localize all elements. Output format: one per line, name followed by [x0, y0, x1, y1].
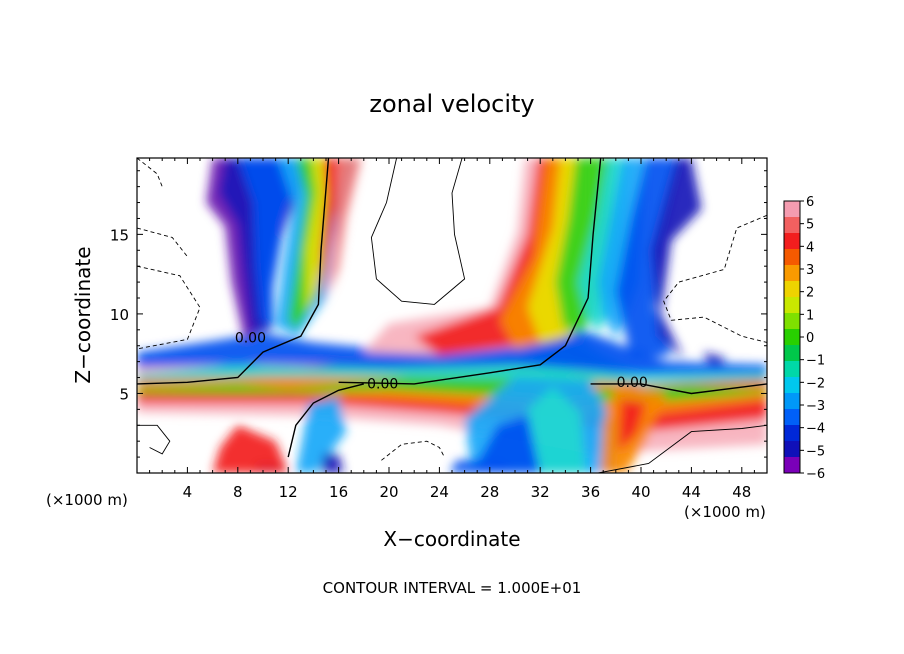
- colorbar-tick-label: −1: [806, 354, 825, 369]
- x-unit-left: (×1000 m): [46, 491, 128, 509]
- velocity-band: [618, 399, 646, 451]
- velocity-band: [704, 352, 727, 365]
- colorbar-swatch: [784, 313, 800, 330]
- contour-labels: 0.00 0.00 0.00: [235, 331, 648, 393]
- colorbar-swatch: [784, 409, 800, 426]
- x-tick-label: 48: [732, 483, 751, 501]
- colorbar-tick-label: −2: [806, 376, 825, 391]
- velocity-band: [295, 396, 347, 473]
- x-unit-right: (×1000 m): [684, 503, 766, 521]
- x-tick-label: 36: [581, 483, 600, 501]
- contour-line: [370, 158, 466, 305]
- colorbar-tick-label: −3: [806, 399, 825, 414]
- colorbar-swatch: [784, 425, 800, 442]
- colorbar-swatch: [784, 281, 800, 298]
- velocity-band: [237, 158, 301, 330]
- contour-line: [381, 440, 445, 461]
- colorbar-tick-label: 5: [806, 218, 814, 233]
- contour-interval-note: CONTOUR INTERVAL = 1.000E+01: [323, 579, 582, 597]
- x-tick-label: 16: [329, 483, 348, 501]
- colorbar-swatch: [784, 201, 800, 218]
- velocity-band: [321, 453, 344, 473]
- y-tick-label: 5: [119, 385, 129, 403]
- x-axis-label: X−coordinate: [383, 527, 520, 551]
- colorbar: 6 5 4 3 2 1 0 −1 −2 −3 −4 −5 −6: [783, 195, 825, 482]
- contour-line: [663, 214, 767, 343]
- colorbar-tick-label: −4: [806, 422, 825, 437]
- colorbar-tick-label: 1: [806, 308, 814, 323]
- colorbar-swatch: [784, 233, 800, 250]
- chart-title: zonal velocity: [369, 90, 534, 118]
- colorbar-tick-label: 4: [806, 240, 814, 255]
- y-tick-label: 15: [110, 226, 129, 244]
- colorbar-tick-label: 2: [806, 286, 814, 301]
- velocity-band: [137, 364, 767, 403]
- velocity-band: [212, 425, 289, 473]
- colorbar-swatch: [784, 265, 800, 282]
- x-tick-label: 28: [480, 483, 499, 501]
- contour-label: 0.00: [235, 331, 266, 347]
- x-tick-label: 32: [531, 483, 550, 501]
- colorbar-swatch: [784, 329, 800, 346]
- colorbar-swatch: [784, 393, 800, 410]
- velocity-band: [527, 387, 586, 473]
- velocity-band: [651, 158, 702, 359]
- contour-line: [137, 424, 171, 455]
- y-tick-label: 10: [110, 306, 129, 324]
- colorbar-swatch: [784, 377, 800, 394]
- x-tick-label: 12: [279, 483, 298, 501]
- contour-line: [338, 158, 602, 385]
- colorbar-tick-label: 6: [806, 195, 814, 210]
- contour-label: 0.00: [367, 377, 398, 393]
- contour-line: [590, 383, 767, 395]
- colorbar-tick-label: −6: [806, 467, 825, 482]
- velocity-band: [321, 158, 347, 305]
- colorbar-swatch: [784, 217, 800, 234]
- velocity-band: [449, 460, 515, 473]
- contour-line: [137, 158, 330, 385]
- velocity-band: [598, 158, 646, 340]
- colorbar-swatch: [784, 441, 800, 458]
- contour-line: [137, 227, 188, 257]
- contour-line: [137, 158, 163, 187]
- colorbar-swatch: [784, 457, 800, 474]
- contour-line: [137, 265, 201, 350]
- x-tick-label: 20: [379, 483, 398, 501]
- colorbar-swatch: [784, 361, 800, 378]
- contour-lines: [137, 158, 767, 473]
- colorbar-tick-label: 0: [806, 331, 814, 346]
- colorbar-swatch: [784, 345, 800, 362]
- velocity-field: [137, 158, 767, 473]
- contour-label: 0.00: [617, 375, 648, 391]
- x-tick-label: 8: [233, 483, 243, 501]
- velocity-band: [472, 415, 541, 473]
- colorbar-swatch: [784, 297, 800, 314]
- x-tick-label: 24: [430, 483, 449, 501]
- velocity-band: [328, 158, 362, 295]
- x-tick-label: 4: [183, 483, 193, 501]
- x-tick-label: 44: [682, 483, 701, 501]
- contour-line: [287, 383, 364, 458]
- colorbar-tick-label: −5: [806, 444, 825, 459]
- x-tick-label: 40: [631, 483, 650, 501]
- colorbar-swatch: [784, 249, 800, 266]
- contour-line: [598, 424, 767, 473]
- colorbar-tick-label: 3: [806, 263, 814, 278]
- y-axis-label: Z−coordinate: [71, 246, 95, 383]
